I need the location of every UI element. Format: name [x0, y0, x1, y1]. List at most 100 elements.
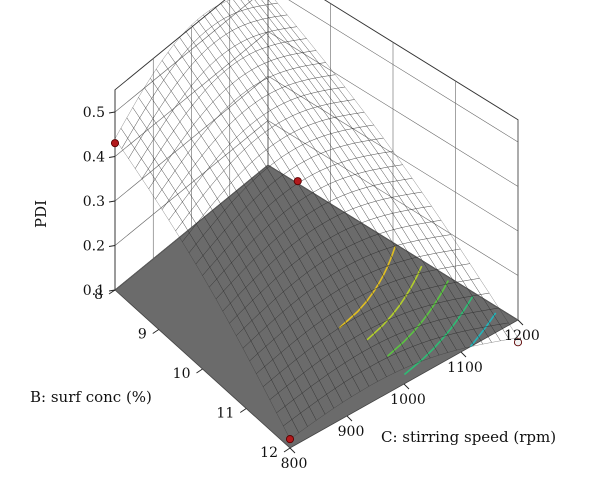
surface-cell	[200, 127, 216, 148]
surface-group	[114, 0, 519, 440]
surface-cell	[410, 240, 429, 257]
surface-cell	[307, 122, 325, 139]
surface-cell	[279, 135, 296, 153]
surface-cell	[366, 124, 384, 140]
surface-cell	[383, 197, 401, 214]
surface-cell	[400, 209, 418, 226]
surface-cell	[232, 78, 248, 96]
surface-cell	[389, 180, 407, 197]
surface-cell	[178, 93, 193, 114]
surface-cell	[423, 205, 442, 222]
surface-cell	[292, 112, 309, 129]
surface-cell	[381, 181, 400, 198]
surface-cell	[290, 26, 307, 40]
surface-cell	[356, 156, 374, 172]
surface-cell	[154, 169, 169, 190]
surface-cell	[309, 50, 327, 64]
surface-cell	[324, 89, 342, 104]
z-tick-label: 0.3	[83, 194, 105, 210]
surface-cell	[425, 221, 443, 238]
surface-cell	[351, 189, 369, 207]
surface-cell	[332, 146, 350, 163]
surface-cell	[247, 0, 260, 8]
surface-cell	[344, 191, 361, 209]
surface-cell	[166, 110, 181, 132]
surface-cell	[161, 179, 176, 201]
surface-cell	[257, 63, 274, 79]
surface-cell	[157, 79, 172, 101]
surface-cell	[161, 199, 176, 221]
surface-cell	[208, 139, 224, 160]
surface-cell	[254, 0, 266, 7]
surface-cell	[271, 3, 288, 16]
surface-cell	[368, 139, 387, 154]
surface-cell	[394, 164, 413, 180]
design-points-group	[110, 139, 523, 444]
surface-cell	[201, 147, 217, 168]
surface-cell	[396, 179, 415, 195]
x-tick-mark	[517, 319, 524, 326]
surface-cell	[194, 135, 209, 156]
surface-cell	[246, 36, 263, 52]
surface-cell	[223, 15, 239, 31]
surface-cell	[181, 152, 196, 174]
surface-cell	[163, 71, 178, 92]
surface-cell	[187, 42, 202, 61]
surface-cell	[461, 263, 480, 280]
contour-line	[403, 295, 474, 376]
surface-cell	[190, 78, 206, 98]
surface-cell	[350, 173, 368, 190]
surface-cell	[226, 0, 242, 14]
contour-line	[338, 246, 396, 329]
surface-cell	[319, 167, 336, 185]
surface-cell	[140, 128, 155, 150]
surface-cell	[151, 88, 166, 110]
surface-cell	[249, 50, 265, 67]
surface-cell	[168, 170, 183, 192]
surface-cell	[367, 200, 386, 218]
surface-cell	[470, 278, 490, 295]
surface-cell	[148, 158, 162, 180]
contour-line	[386, 280, 450, 357]
surface-cell	[326, 164, 344, 182]
surface-cell	[180, 132, 195, 154]
surface-cell	[272, 139, 289, 158]
surface-cell	[155, 189, 170, 210]
surface-cell	[309, 138, 326, 155]
surface-cell	[168, 190, 183, 212]
surface-cell	[415, 207, 434, 224]
surface-cell	[128, 148, 142, 169]
surface-cell	[387, 165, 406, 181]
surface-cell	[435, 251, 454, 269]
surface-cell	[175, 181, 190, 203]
surface-cell	[230, 155, 246, 176]
surface-cell	[127, 127, 141, 149]
design-point	[110, 139, 120, 148]
surface-cell	[281, 152, 298, 171]
surface-cell	[229, 137, 245, 157]
surface-cell	[328, 74, 346, 89]
surface-cell	[244, 142, 260, 162]
surface-cell	[139, 107, 154, 129]
surface-cell	[198, 89, 214, 110]
surface-cell	[409, 224, 427, 241]
surface-cell	[335, 115, 353, 131]
surface-cell	[183, 67, 198, 87]
surface-cell	[134, 137, 148, 159]
surface-cell	[453, 264, 472, 282]
x-tick-label: 1100	[447, 360, 483, 376]
surface-cell	[205, 26, 221, 44]
surface-cell	[335, 178, 353, 196]
surface-cell	[318, 151, 335, 168]
surface-cell	[237, 149, 253, 169]
surface-cell	[216, 170, 232, 191]
surface-cell	[175, 201, 190, 223]
surface-cell	[164, 90, 179, 112]
surface-cell	[312, 105, 330, 121]
surface-cell	[195, 53, 211, 73]
x-tick-label: 1000	[390, 392, 426, 408]
surface-cell	[238, 73, 254, 91]
surface-cell	[120, 117, 134, 139]
surface-cell	[148, 178, 163, 200]
surface-cell	[220, 106, 236, 126]
